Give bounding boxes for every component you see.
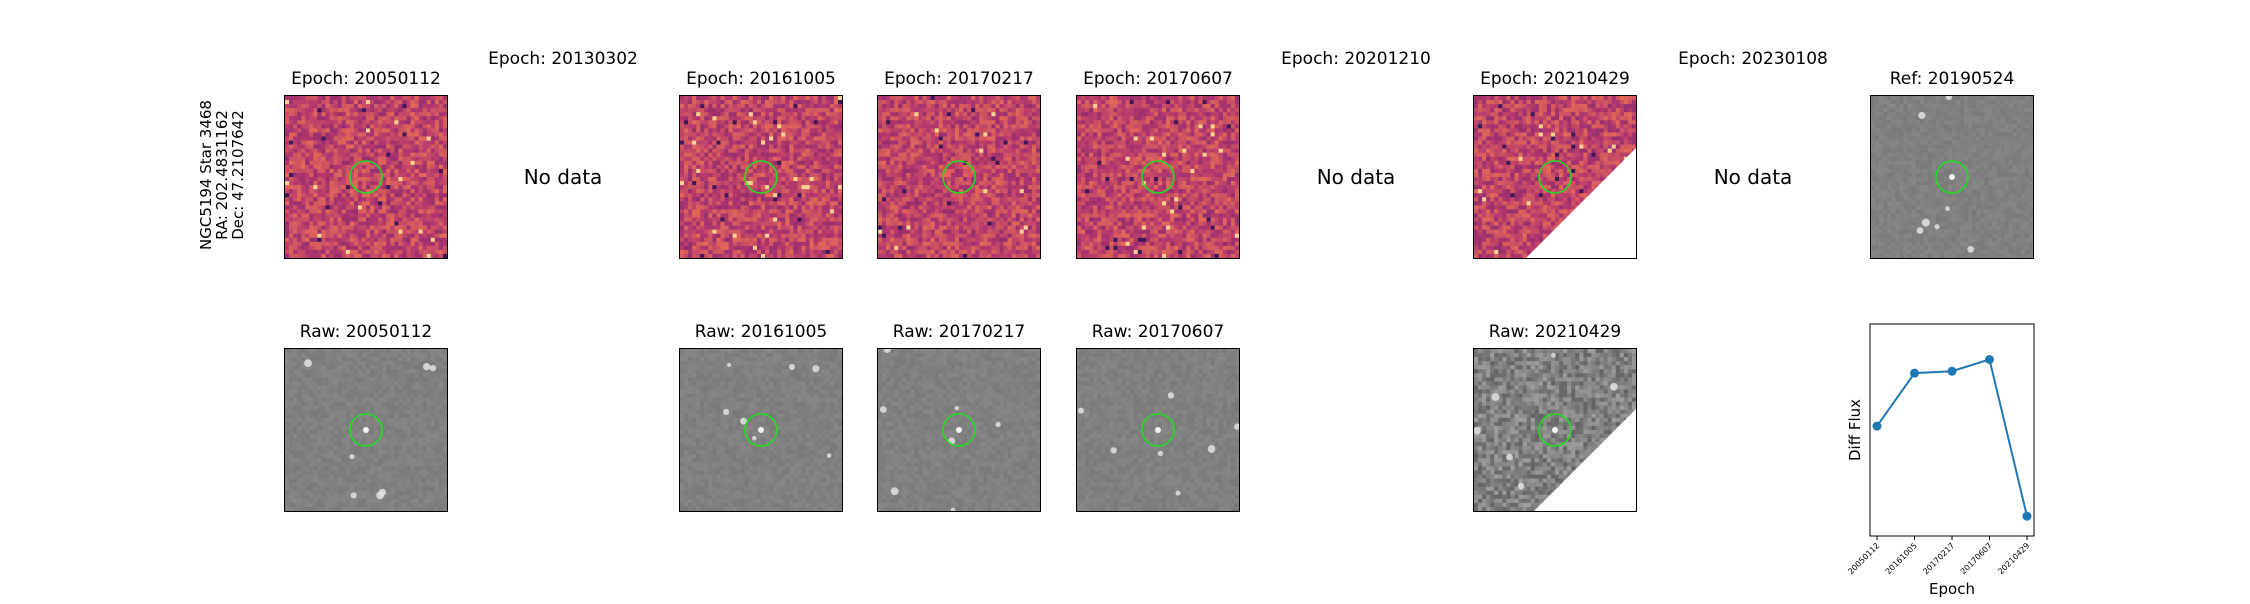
dec-label: Dec: 47.2107642 — [230, 100, 246, 250]
diff_panels-title: Epoch: 20170607 — [1038, 69, 1278, 89]
data-point — [1873, 422, 1882, 431]
diff_panels-title: Epoch: 20050112 — [246, 69, 486, 89]
cutout-image — [878, 96, 1040, 258]
raw_panels-cutout — [877, 348, 1041, 512]
x-tick-label: 20050112 — [1846, 541, 1881, 576]
no-data-label: No data — [1236, 165, 1476, 189]
cutout-image — [878, 349, 1040, 511]
diff_panels-title: Ref: 20190524 — [1832, 69, 2072, 89]
x-tick-label: 20170217 — [1921, 541, 1956, 576]
cutout-image — [285, 349, 447, 511]
raw_panels-cutout — [1076, 348, 1240, 512]
ra-label: RA: 202.4831162 — [214, 100, 230, 250]
diff_panels-cutout — [284, 95, 448, 259]
cutout-image — [1871, 96, 2033, 258]
diff_panels-title: Epoch: 20130302 — [443, 49, 683, 69]
diff_panels-cutout — [679, 95, 843, 259]
raw_panels-title: Raw: 20050112 — [246, 322, 486, 342]
cutout-image — [680, 96, 842, 258]
cutout-image — [680, 349, 842, 511]
raw_panels-title: Raw: 20210429 — [1435, 322, 1675, 342]
data-point — [1985, 355, 1994, 364]
no-data-label: No data — [1633, 165, 1873, 189]
star-name: NGC5194 Star 3468 — [198, 100, 214, 250]
cutout-image — [1077, 349, 1239, 511]
diff_panels-title: Epoch: 20210429 — [1435, 69, 1675, 89]
raw_panels-title: Raw: 20170607 — [1038, 322, 1278, 342]
diff_panels-title: Epoch: 20201210 — [1236, 49, 1476, 69]
raw_panels-cutout — [1473, 348, 1637, 512]
cutout-image — [285, 96, 447, 258]
diff_panels-cutout — [1473, 95, 1637, 259]
series-line — [1877, 359, 2027, 516]
x-tick-label: 20170607 — [1959, 541, 1994, 576]
cutout-image — [1077, 96, 1239, 258]
diff_panels-cutout — [877, 95, 1041, 259]
data-point — [2023, 512, 2032, 521]
data-point — [1948, 367, 1957, 376]
y-axis-label: Diff Flux — [1846, 399, 1864, 461]
x-tick-label: 20161005 — [1884, 541, 1919, 576]
cutout-image — [1474, 349, 1636, 511]
diff_panels-cutout — [1870, 95, 2034, 259]
x-axis-label: Epoch — [1929, 580, 1975, 598]
raw_panels-cutout — [679, 348, 843, 512]
row-label: NGC5194 Star 3468 RA: 202.4831162 Dec: 4… — [198, 100, 246, 250]
diff_panels-title: Epoch: 20230108 — [1633, 49, 1873, 69]
cutout-image — [1474, 96, 1636, 258]
plot-frame — [1870, 324, 2034, 536]
x-tick-label: 20210429 — [1996, 541, 2031, 576]
no-data-label: No data — [443, 165, 683, 189]
data-point — [1910, 369, 1919, 378]
raw_panels-cutout — [284, 348, 448, 512]
diff_panels-cutout — [1076, 95, 1240, 259]
